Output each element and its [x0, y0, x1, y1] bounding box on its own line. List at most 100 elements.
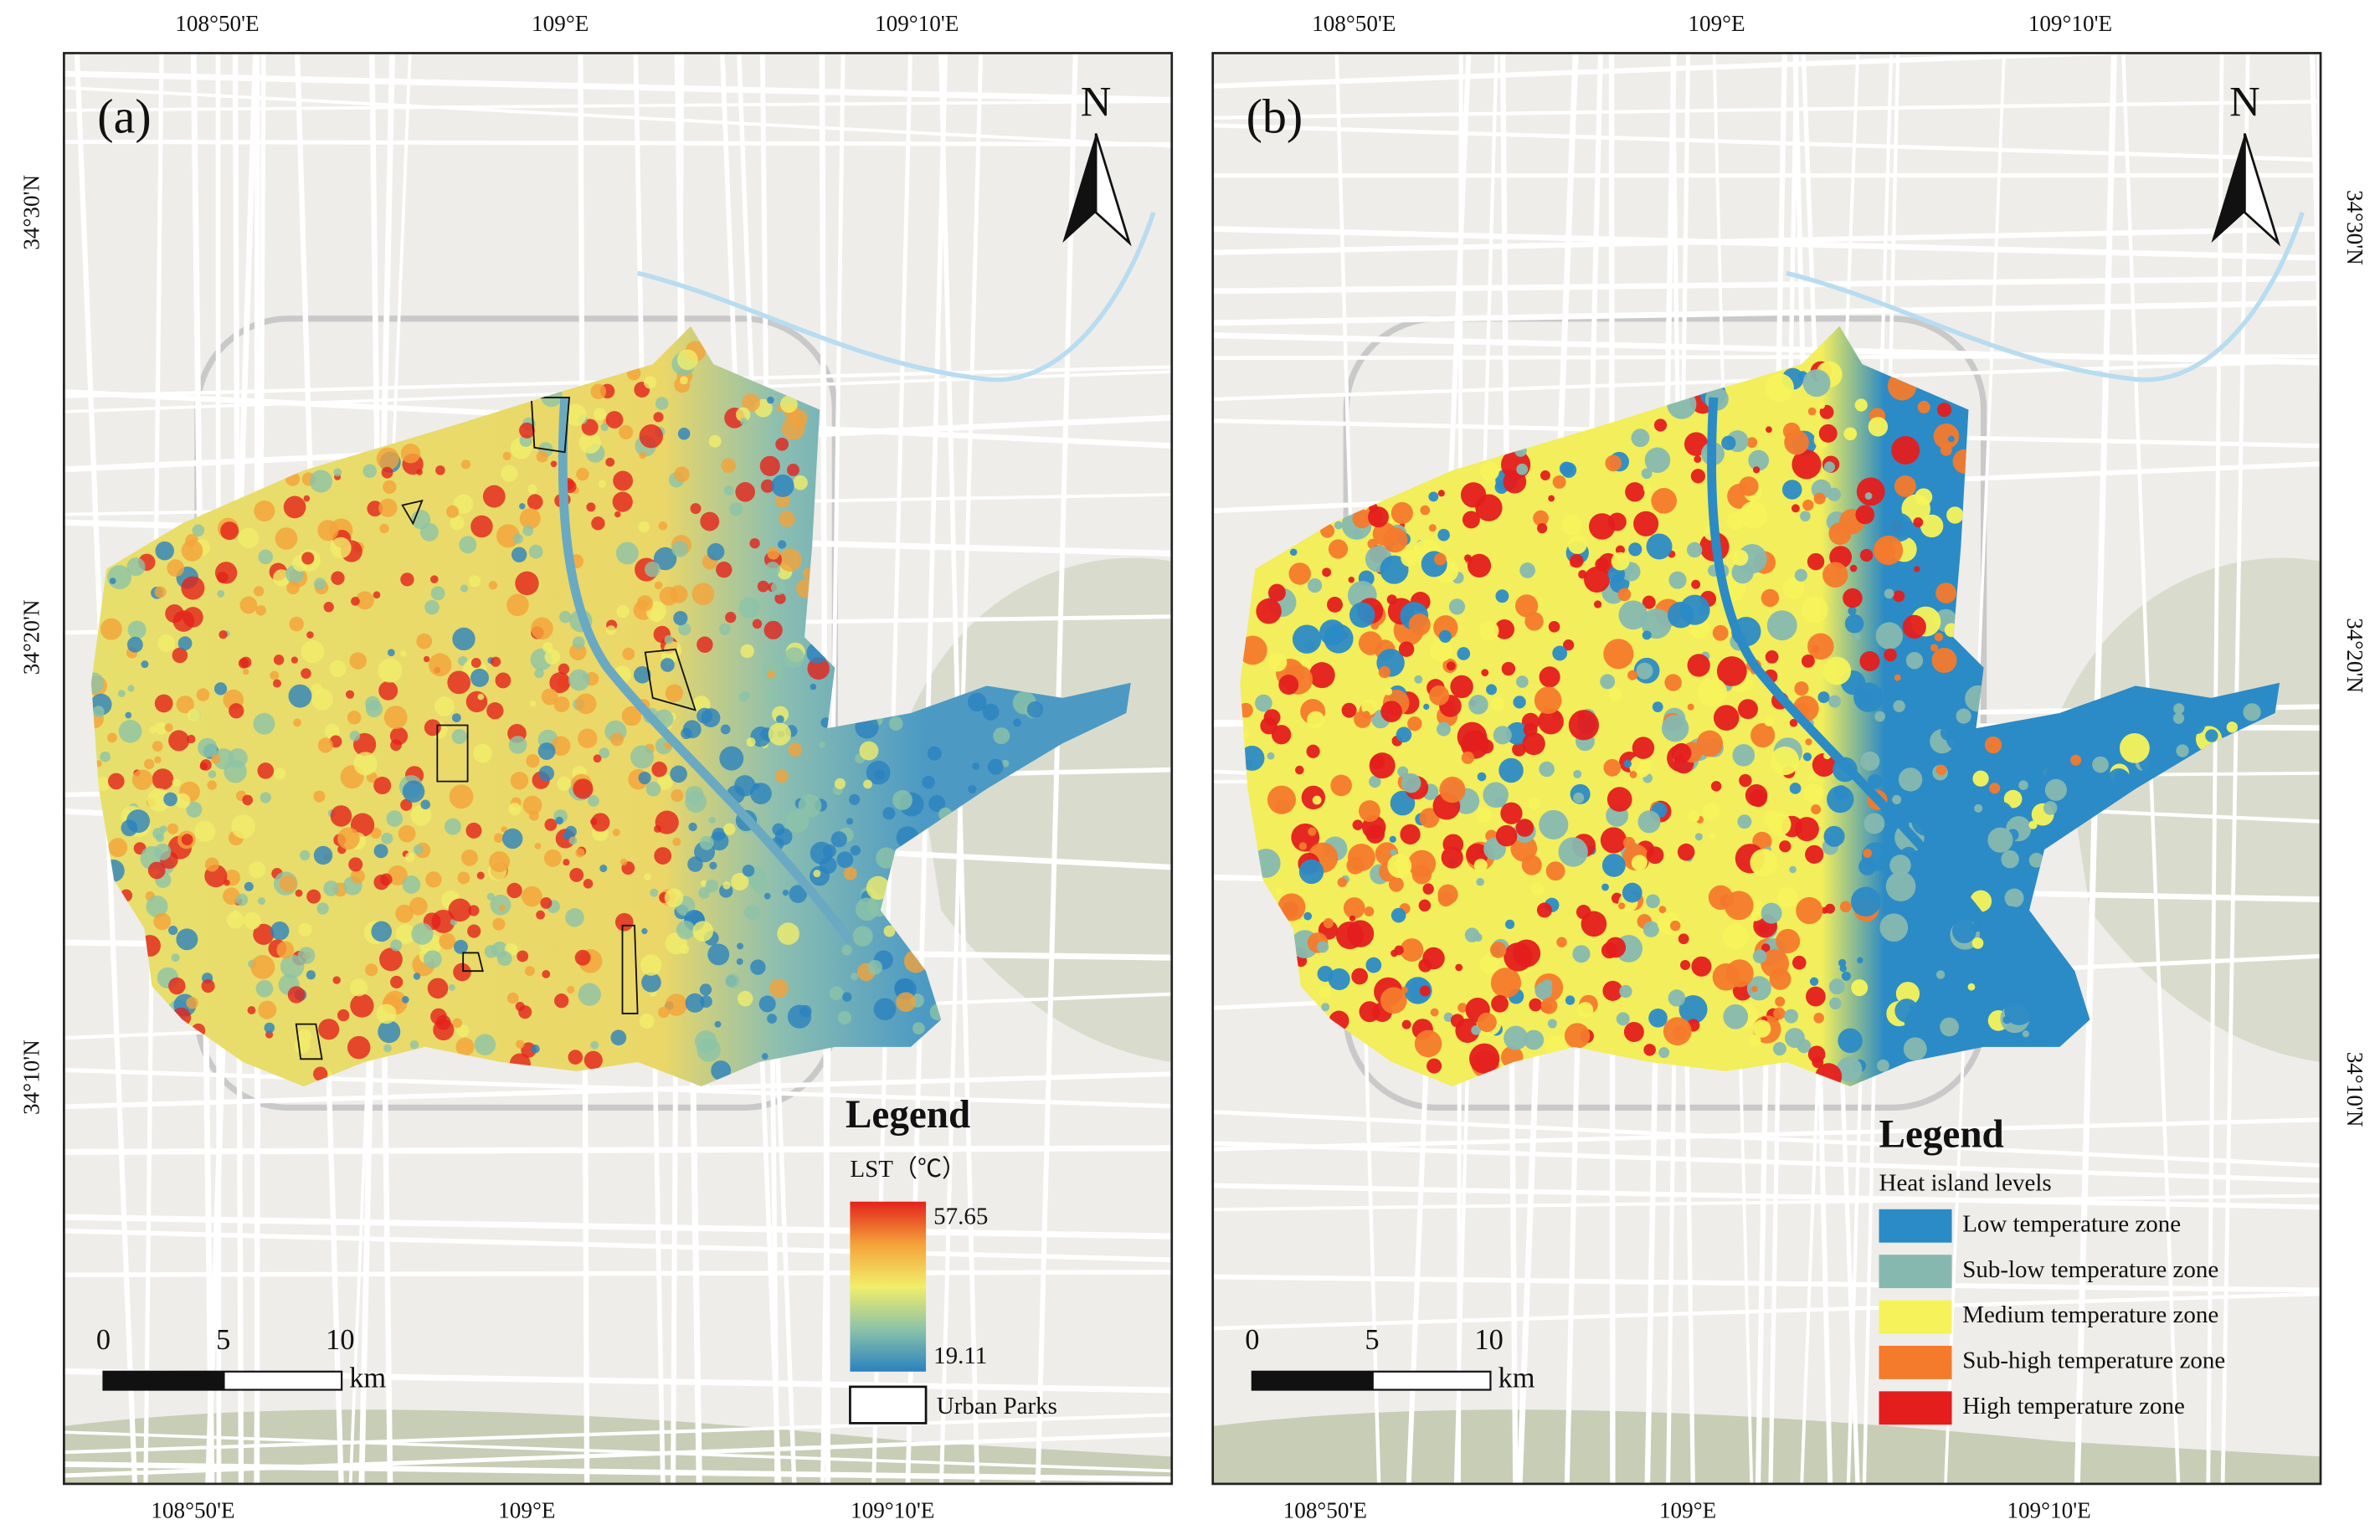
- raster-patch: [146, 896, 168, 918]
- raster-patch: [1467, 553, 1492, 578]
- raster-patch: [719, 746, 744, 771]
- raster-patch: [1292, 624, 1322, 654]
- hills: [1212, 1409, 2321, 1484]
- raster-patch: [131, 769, 153, 790]
- raster-patch: [761, 1053, 768, 1060]
- raster-patch: [1884, 588, 1894, 599]
- raster-patch: [247, 1006, 256, 1014]
- raster-patch: [229, 703, 244, 719]
- raster-patch: [528, 544, 543, 559]
- raster-patch: [95, 777, 111, 792]
- raster-patch: [723, 485, 734, 495]
- raster-patch: [1422, 947, 1445, 970]
- raster-patch: [453, 963, 471, 982]
- raster-patch: [1874, 535, 1904, 566]
- raster-patch: [590, 1040, 599, 1050]
- raster-patch: [400, 572, 414, 587]
- river-channel: [1707, 397, 2003, 944]
- raster-patch: [1401, 773, 1421, 793]
- raster-patch: [766, 690, 778, 702]
- raster-patch: [187, 708, 200, 721]
- raster-patch: [1565, 995, 1576, 1005]
- raster-patch: [186, 997, 198, 1009]
- raster-patch: [779, 511, 795, 527]
- raster-patch: [1833, 785, 1848, 800]
- scale-unit: km: [349, 1363, 386, 1394]
- raster-patch: [1863, 849, 1873, 858]
- raster-patch: [198, 737, 218, 757]
- raster-patch: [413, 844, 424, 855]
- raster-patch: [1843, 588, 1863, 608]
- raster-patch: [1323, 917, 1334, 928]
- raster-patch: [1446, 661, 1456, 671]
- raster-patch: [1312, 795, 1322, 805]
- urban-park-outline: [401, 499, 424, 526]
- road: [1212, 1194, 2321, 1212]
- raster-patch: [1307, 711, 1325, 729]
- raster-patch: [501, 465, 518, 482]
- raster-patch: [1829, 997, 1842, 1010]
- raster-patch: [1855, 505, 1875, 525]
- raster-patch: [641, 973, 661, 993]
- raster-patch: [389, 726, 409, 746]
- raster-patch: [578, 728, 598, 748]
- raster-patch: [402, 875, 421, 894]
- raster-patch: [461, 849, 478, 866]
- raster-patch: [1378, 665, 1391, 679]
- raster-patch: [600, 423, 609, 432]
- raster-patch: [373, 591, 381, 599]
- raster-patch: [1278, 675, 1299, 696]
- raster-patch: [793, 475, 808, 490]
- raster-patch: [1398, 641, 1415, 657]
- raster-patch: [1552, 475, 1566, 489]
- raster-patch: [448, 898, 472, 922]
- raster-patch: [639, 1014, 655, 1029]
- raster-patch: [1346, 920, 1375, 947]
- raster-patch: [1274, 798, 1290, 814]
- raster-patch: [1708, 885, 1734, 911]
- road: [1212, 300, 2321, 326]
- raster-patch: [1388, 876, 1404, 892]
- bottom-coordinate-label: 109°10'E: [2007, 1498, 2090, 1523]
- raster-patch: [424, 599, 440, 615]
- raster-patch: [1519, 562, 1535, 578]
- raster-patch: [536, 910, 545, 920]
- raster-patch: [1848, 606, 1857, 616]
- raster-patch: [775, 493, 790, 508]
- raster-patch: [837, 1010, 852, 1025]
- raster-patch: [1321, 1003, 1330, 1012]
- raster-patch: [125, 711, 132, 719]
- raster-patch: [645, 561, 661, 578]
- raster-patch: [100, 618, 122, 640]
- raster-patch: [1396, 726, 1412, 743]
- raster-patch: [1503, 470, 1527, 494]
- raster-patch: [700, 995, 712, 1009]
- raster-patch: [395, 904, 414, 923]
- raster-patch: [638, 521, 650, 533]
- raster-patch: [181, 834, 193, 846]
- raster-patch: [740, 418, 748, 425]
- raster-patch: [303, 495, 311, 502]
- raster-patch: [332, 976, 341, 984]
- road: [1212, 100, 2321, 120]
- raster-patch: [224, 879, 230, 886]
- raster-patch: [1990, 801, 2013, 824]
- raster-patch: [863, 779, 872, 789]
- hills: [2059, 557, 2321, 1062]
- raster-patch: [347, 1035, 371, 1060]
- raster-patch: [1694, 455, 1702, 463]
- raster-patch: [1401, 986, 1408, 993]
- road: [64, 1214, 1172, 1240]
- raster-patch: [1947, 435, 1955, 443]
- raster-patch: [318, 1019, 340, 1040]
- raster-patch: [674, 466, 690, 483]
- raster-patch: [526, 753, 540, 768]
- raster-patch: [527, 484, 537, 494]
- raster-patch: [1643, 1044, 1656, 1056]
- scale-label: 0: [1245, 1324, 1259, 1356]
- road: [1212, 226, 2321, 261]
- raster-patch: [1785, 1028, 1805, 1049]
- raster-patch: [1493, 726, 1512, 745]
- raster-patch: [1600, 827, 1627, 854]
- raster-patch: [788, 742, 803, 757]
